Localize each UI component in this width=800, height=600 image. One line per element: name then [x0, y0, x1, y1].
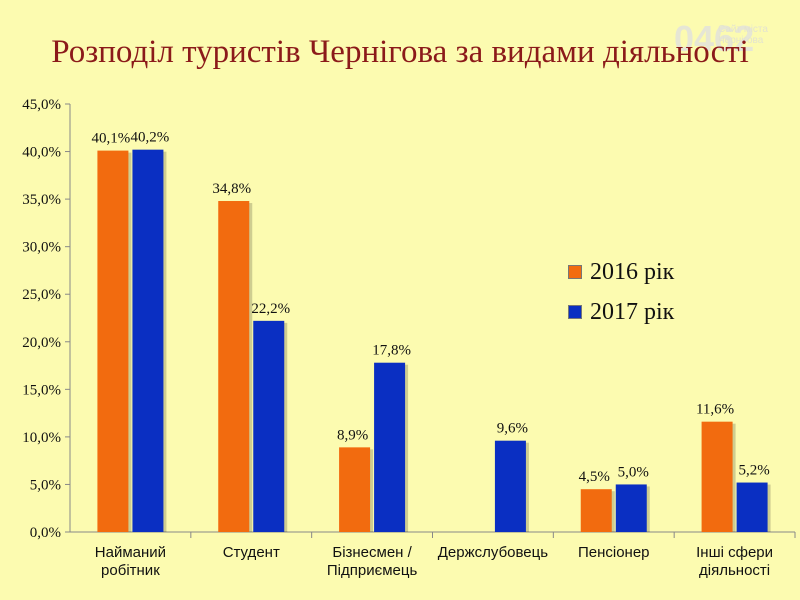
legend-swatch-2017 — [568, 305, 582, 319]
chart-legend: 2016 рік 2017 рік — [568, 252, 674, 332]
legend-label-2017: 2017 рік — [590, 298, 675, 325]
data-label: 22,2% — [251, 301, 290, 317]
bar — [580, 489, 612, 532]
x-tick-label: Студент — [223, 544, 280, 561]
x-tick-label: діяльності — [699, 562, 770, 579]
y-tick-label: 15,0% — [22, 382, 61, 398]
chart-title: Розподіл туристів Чернігова за видами ді… — [51, 34, 749, 70]
data-label: 5,0% — [618, 464, 649, 480]
legend-item-2016: 2016 рік — [568, 252, 674, 292]
y-tick-label: 45,0% — [22, 97, 61, 113]
data-label: 5,2% — [738, 463, 769, 479]
data-label: 17,8% — [372, 343, 411, 359]
y-tick-label: 5,0% — [30, 477, 61, 493]
data-label: 8,9% — [337, 427, 368, 443]
bar — [494, 440, 526, 532]
data-label: 40,1% — [92, 131, 131, 147]
x-tick-label: Інші сфери — [696, 544, 773, 561]
data-label: 34,8% — [212, 181, 251, 197]
x-tick-label: Держслубовець — [438, 544, 548, 561]
x-tick-label: Найманий — [95, 544, 166, 561]
legend-item-2017: 2017 рік — [568, 292, 674, 332]
site-watermark: 0462 Сайт міста Чернігова — [674, 4, 794, 124]
legend-swatch-2016 — [568, 265, 582, 279]
bar — [374, 362, 406, 532]
data-label: 4,5% — [579, 469, 610, 485]
bar — [253, 320, 285, 532]
x-tick-label: Бізнесмен / — [332, 544, 412, 561]
y-tick-label: 35,0% — [22, 192, 61, 208]
legend-label-2016: 2016 рік — [590, 258, 675, 285]
bar — [615, 484, 647, 532]
data-label: 9,6% — [497, 421, 528, 437]
y-tick-label: 10,0% — [22, 430, 61, 446]
y-tick-label: 30,0% — [22, 240, 61, 256]
y-tick-label: 0,0% — [30, 525, 61, 541]
watermark-site: Сайт міста Чернігова — [718, 24, 768, 46]
data-label: 11,6% — [696, 402, 734, 418]
bar — [736, 482, 768, 532]
y-tick-label: 40,0% — [22, 145, 61, 161]
x-tick-label: Підприємець — [327, 562, 418, 579]
y-tick-label: 20,0% — [22, 335, 61, 351]
data-label: 40,2% — [131, 130, 170, 146]
y-tick-label: 25,0% — [22, 287, 61, 303]
x-tick-label: Пенсіонер — [578, 544, 650, 561]
bar — [339, 447, 371, 532]
bar — [701, 421, 733, 532]
x-tick-label: робітник — [101, 562, 160, 579]
bar — [218, 201, 250, 532]
bar — [132, 149, 164, 533]
bar — [97, 150, 129, 533]
watermark-number: 0462 — [674, 18, 755, 59]
